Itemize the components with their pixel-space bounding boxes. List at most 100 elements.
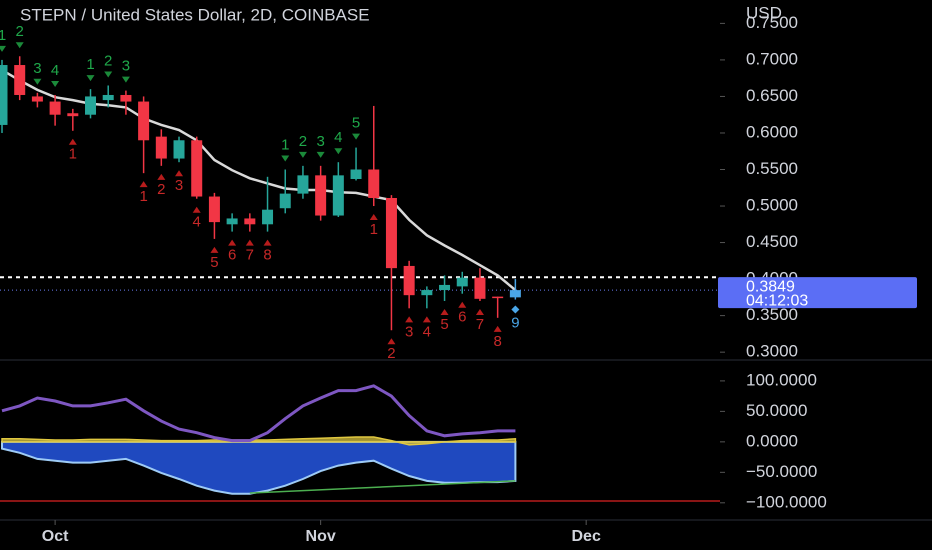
candle-body [456,277,468,287]
td-arrow [33,78,42,85]
td-label: 5 [210,254,218,271]
plot: 0.7500 0.7000 0.6500 0.6000 0.5500 0.5000 0.45… [0,13,917,545]
candle-body [315,175,327,216]
y-tick-label: 0.5500 [746,159,798,178]
td-label: 2 [104,52,112,69]
td-arrow [511,305,520,314]
td-label: 5 [440,316,448,333]
td-arrow [68,138,77,145]
candle-body [332,175,344,216]
td-arrow [104,71,113,78]
indicator-y-tick-label: −50.0000 [746,462,817,481]
td-arrow [15,42,24,49]
candle-body [403,265,415,296]
td-arrow [475,309,484,316]
indicator-band [1,436,517,446]
td-arrow [440,309,449,316]
td-label: 7 [246,247,254,264]
candle-body [350,169,362,179]
candle-body [85,96,97,115]
td-arrow [422,316,431,323]
td-label: 8 [263,247,271,264]
td-arrow [316,151,325,158]
y-tick-label: 0.3000 [746,342,798,361]
td-label: 3 [122,58,130,75]
td-label: 3 [405,323,413,340]
y-tick-label: 0.6500 [746,86,798,105]
td-label: 8 [493,333,501,350]
y-tick-label: 0.5000 [746,196,798,215]
candle-body [14,65,26,95]
td-label: 4 [334,129,342,146]
candle-body [385,197,397,269]
candle-body [509,290,521,298]
td-label: 1 [139,188,147,205]
td-label: 1 [86,56,94,73]
td-arrow [369,214,378,221]
td-label: 3 [175,177,183,194]
candle-body [191,140,203,197]
candle-body [0,65,8,125]
y-tick-label: 0.6000 [746,122,798,141]
candle-body [31,96,43,102]
td-arrow [0,45,7,52]
x-tick-label: Nov [306,528,336,545]
chart-title: STEPN / United States Dollar, 2D, COINBA… [20,5,370,24]
td-arrow [281,155,290,162]
indicator-y-tick-label: −100.0000 [746,492,827,511]
td-arrow [51,80,60,87]
candle-body [49,101,61,115]
td-label: 2 [387,345,395,362]
candle-body [244,218,256,225]
td-arrow [405,316,414,323]
candle-body [297,175,309,194]
candle-body [226,218,238,225]
indicator-y-tick-label: 0.0000 [746,431,798,450]
candle-body [102,94,114,101]
candle-body [439,284,451,291]
y-tick-label: 0.7500 [746,13,798,32]
last-price-badge [718,277,917,309]
divergence-line [249,480,516,494]
td-label: 5 [352,115,360,132]
y-tick-label: 0.4500 [746,232,798,251]
td-arrow [298,151,307,158]
x-tick-label: Oct [42,528,69,545]
candle-body [173,140,185,159]
candle-body [138,101,150,141]
td-arrow [228,239,237,246]
td-arrow [493,325,502,332]
candle-body [155,136,167,159]
td-label: 1 [69,146,77,163]
td-label: 2 [299,133,307,150]
td-arrow [352,133,361,140]
candle-body [67,113,79,117]
x-tick-label: Dec [571,528,600,545]
td-arrow [210,246,219,253]
candle-body [279,193,291,209]
candle-body [208,196,220,223]
td-arrow [157,173,166,180]
last-price-label: 0.3849 [746,278,795,295]
td-label: 3 [316,133,324,150]
indicator-line [1,384,516,443]
td-label: 6 [228,247,236,264]
td-label: 6 [458,309,466,326]
candle-body [492,296,504,299]
td-label: 1 [370,221,378,238]
td-label: 1 [281,136,289,153]
td-label: 7 [476,316,484,333]
td-label: 2 [157,181,165,198]
td-label: 2 [16,23,24,40]
td-arrow [245,239,254,246]
indicator-y-tick-label: 100.0000 [746,370,817,389]
candle-body [368,169,380,198]
currency-label: USD [746,3,782,22]
candle-body [474,277,486,299]
td-label: 3 [33,60,41,77]
td-label: 9 [511,315,519,332]
indicator-y-tick-label: 50.0000 [746,401,807,420]
td-arrow [121,76,130,83]
y-tick-label: 0.7000 [746,49,798,68]
